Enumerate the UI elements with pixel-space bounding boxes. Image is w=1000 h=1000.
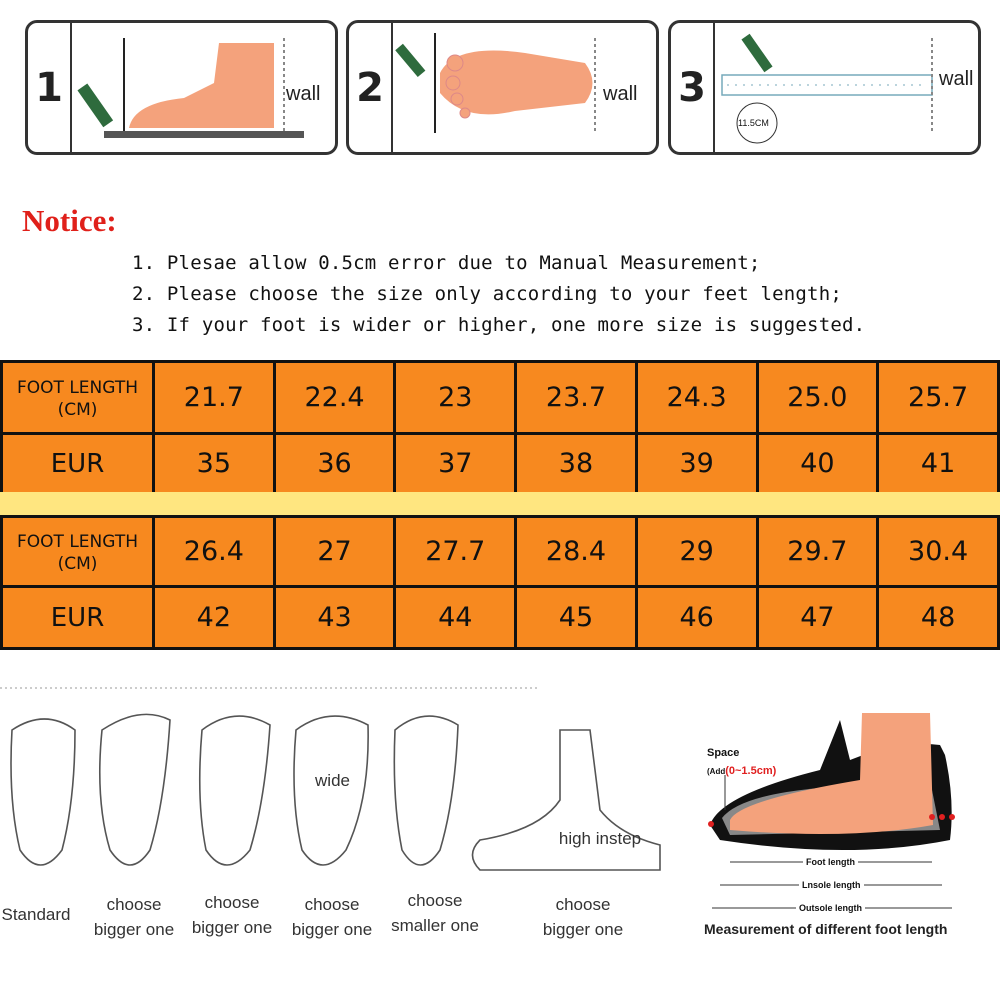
foot-length-cell: 29 xyxy=(634,515,759,588)
space-label: Space xyxy=(707,747,740,759)
caption-line: smaller one xyxy=(391,916,479,935)
caption-choose-bigger: choose bigger one xyxy=(84,892,184,942)
caption-line: bigger one xyxy=(291,920,373,939)
caption-line: choose xyxy=(106,895,162,914)
caption-line: bigger one xyxy=(191,918,273,937)
eur-cell: 39 xyxy=(634,432,759,495)
wall-label: wall xyxy=(603,83,638,105)
eur-cell: 46 xyxy=(634,585,759,650)
row-header: FOOT LENGTH (CM) xyxy=(0,360,155,435)
add-prefix: (Add xyxy=(707,767,726,776)
wall-label: wall xyxy=(286,83,321,105)
foot-length-cell: 29.7 xyxy=(755,515,880,588)
foot-length-cell: 23.7 xyxy=(514,360,638,435)
foot-outline-standard xyxy=(10,718,76,866)
size-table-2: FOOT LENGTH (CM) 26.4 27 27.7 28.4 29 29.… xyxy=(0,515,1000,650)
step-2-panel: 2 wall xyxy=(346,20,659,155)
foot-length-label: FOOT LENGTH xyxy=(17,532,138,553)
foot-length-cell: 23 xyxy=(393,360,518,435)
foot-length-label: Foot length xyxy=(803,857,858,867)
eur-cell: 35 xyxy=(152,432,276,495)
notice-item: 3. If your foot is wider or higher, one … xyxy=(132,314,866,336)
foot-length-cell: 21.7 xyxy=(152,360,276,435)
caption-choose-bigger: choose bigger one xyxy=(282,892,382,942)
notice-item: 1. Plesae allow 0.5cm error due to Manua… xyxy=(132,252,761,274)
wall-label: wall xyxy=(939,68,974,90)
foot-top-measure-illustration xyxy=(395,33,596,133)
add-range: (0~1.5cm) xyxy=(725,765,777,777)
wide-label: wide xyxy=(315,771,350,790)
eur-cell: 38 xyxy=(514,432,638,495)
foot-length-cell: 27.7 xyxy=(393,515,518,588)
caption-line: choose xyxy=(304,895,360,914)
notice-item: 2. Please choose the size only according… xyxy=(132,283,842,305)
foot-length-cell: 26.4 xyxy=(152,515,276,588)
caption-line: choose xyxy=(204,893,260,912)
size-table-1: FOOT LENGTH (CM) 21.7 22.4 23 23.7 24.3 2… xyxy=(0,360,1000,495)
unit-label: (CM) xyxy=(57,553,98,574)
caption-standard: Standard xyxy=(1,905,71,924)
eur-cell: 43 xyxy=(272,585,397,650)
foot-outline-wide xyxy=(293,715,369,866)
eur-cell: 42 xyxy=(152,585,276,650)
foot-length-cell: 30.4 xyxy=(876,515,1000,588)
foot-outline xyxy=(198,715,271,866)
eur-cell: 44 xyxy=(393,585,518,650)
step-3-panel: 3 11.5CM wall xyxy=(668,20,981,155)
step-number: 2 xyxy=(349,23,393,152)
row-header: FOOT LENGTH (CM) xyxy=(0,515,155,588)
caption-choose-bigger: choose bigger one xyxy=(182,890,282,940)
caption-line: bigger one xyxy=(93,920,175,939)
foot-outline-high-instep xyxy=(471,729,661,871)
foot-length-cell: 27 xyxy=(272,515,397,588)
eur-cell: 45 xyxy=(514,585,638,650)
unit-label: (CM) xyxy=(57,399,98,420)
caption-choose-bigger: choose bigger one xyxy=(533,892,633,942)
caption-line: choose xyxy=(407,891,463,910)
eur-cell: 48 xyxy=(876,585,1000,650)
eur-cell: 40 xyxy=(755,432,880,495)
foot-outline xyxy=(98,713,171,866)
eur-cell: 41 xyxy=(876,432,1000,495)
high-instep-label: high instep xyxy=(558,829,642,848)
foot-length-cell: 25.7 xyxy=(876,360,1000,435)
space-add-label: (Add(0~1.5cm) xyxy=(707,759,776,778)
caption-line: bigger one xyxy=(542,920,624,939)
foot-length-row: FOOT LENGTH (CM) 21.7 22.4 23 23.7 24.3 2… xyxy=(0,360,1000,435)
caption-choose-smaller: choose smaller one xyxy=(380,888,490,938)
eur-cell: 37 xyxy=(393,432,518,495)
eur-cell: 47 xyxy=(755,585,880,650)
step-number: 1 xyxy=(28,23,72,152)
eur-label: EUR xyxy=(0,432,155,495)
foot-length-label: FOOT LENGTH xyxy=(17,378,138,399)
foot-length-cell: 22.4 xyxy=(272,360,397,435)
ruler-measure-illustration xyxy=(721,33,933,144)
notice-title: Notice: xyxy=(22,203,117,238)
eur-label: EUR xyxy=(0,585,155,650)
step-number: 3 xyxy=(671,23,715,152)
eur-cell: 36 xyxy=(272,432,397,495)
measurement-caption: Measurement of different foot length xyxy=(704,921,948,937)
step-1-panel: 1 wall xyxy=(25,20,338,155)
shoe-measurement-diagram xyxy=(708,713,955,909)
foot-length-row: FOOT LENGTH (CM) 26.4 27 27.7 28.4 29 29.… xyxy=(0,515,1000,588)
caption-line: choose xyxy=(555,895,611,914)
foot-length-cell: 24.3 xyxy=(634,360,759,435)
outsole-length-label: Outsole length xyxy=(796,903,865,913)
table-separator xyxy=(0,492,1000,515)
insole-length-label: Lnsole length xyxy=(799,880,864,890)
foot-side-measure-illustration xyxy=(77,38,304,138)
foot-length-cell: 25.0 xyxy=(755,360,880,435)
eur-row: EUR 42 43 44 45 46 47 48 xyxy=(0,585,1000,650)
eur-row: EUR 35 36 37 38 39 40 41 xyxy=(0,432,1000,495)
foot-length-cell: 28.4 xyxy=(514,515,638,588)
foot-outline-narrow xyxy=(393,715,459,866)
foot-types-illustration xyxy=(0,687,661,871)
measurement-badge: 11.5CM xyxy=(738,118,769,128)
